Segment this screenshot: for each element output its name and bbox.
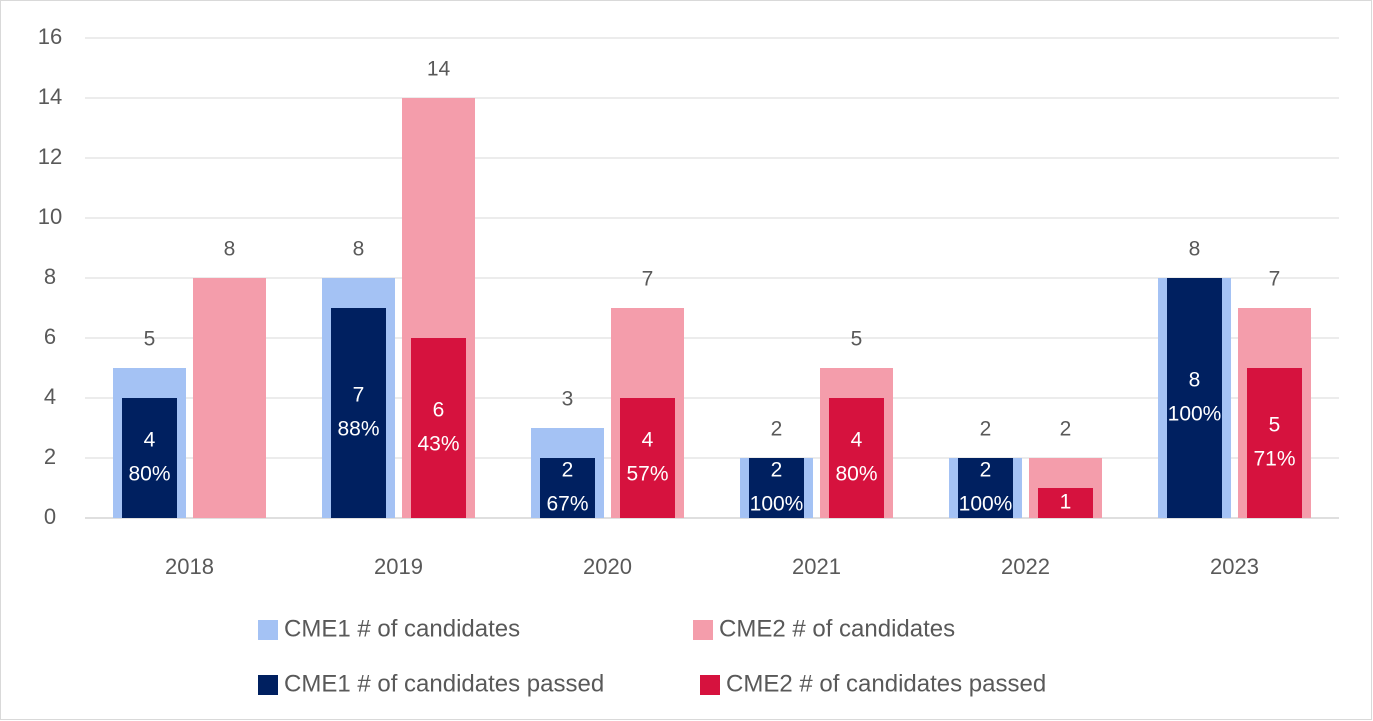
data-label: 8 [1189,369,1201,392]
y-tick-label: 0 [44,504,56,529]
x-tick-label: 2019 [374,554,423,579]
y-tick-label: 16 [38,24,62,49]
legend-label: CME1 # of candidates [284,615,520,642]
legend-swatch [693,620,713,640]
data-label: 4 [642,429,654,452]
data-label: 8 [224,238,236,261]
data-label: 2 [562,459,574,482]
x-tick-label: 2022 [1001,554,1050,579]
y-tick-label: 14 [38,84,62,109]
legend-swatch [258,620,278,640]
y-tick-label: 10 [38,204,62,229]
pass-rate-label: 100% [1168,403,1222,426]
y-tick-label: 12 [38,144,62,169]
legend-swatch [700,675,720,695]
bar [193,278,266,518]
bar [331,308,386,518]
x-tick-label: 2023 [1210,554,1259,579]
bar [749,458,804,518]
data-label: 5 [144,328,156,351]
y-tick-label: 8 [44,264,56,289]
data-label: 2 [980,418,992,441]
legend-swatch [258,675,278,695]
data-label: 7 [1269,268,1281,291]
data-label: 5 [851,328,863,351]
pass-rate-label: 71% [1253,448,1295,471]
x-tick-label: 2018 [165,554,214,579]
x-tick-label: 2020 [583,554,632,579]
data-label: 6 [433,399,445,422]
bar [1038,488,1093,518]
data-label: 8 [353,238,365,261]
pass-rate-label: 57% [626,463,668,486]
data-label: 4 [144,429,156,452]
bar [620,398,675,518]
bar [411,338,466,518]
bar [958,458,1013,518]
y-tick-label: 2 [44,444,56,469]
data-label: 3 [562,388,574,411]
data-label: 7 [642,268,654,291]
x-tick-label: 2021 [792,554,841,579]
pass-rate-label: 43% [417,433,459,456]
data-label: 7 [353,384,365,407]
legend-label: CME2 # of candidates [719,615,955,642]
bar [540,458,595,518]
bar [829,398,884,518]
bar [1167,278,1222,518]
legend-label: CME2 # of candidates passed [726,670,1046,697]
data-label: 2 [1060,418,1072,441]
data-label: 4 [851,429,863,452]
data-label: 2 [980,459,992,482]
pass-rate-label: 100% [959,493,1013,516]
legend-label: CME1 # of candidates passed [284,670,604,697]
data-label: 5 [1269,414,1281,437]
pass-rate-label: 80% [128,463,170,486]
data-label: 8 [1189,238,1201,261]
bar [1247,368,1302,518]
y-tick-label: 6 [44,324,56,349]
data-label: 2 [771,418,783,441]
pass-rate-label: 88% [337,418,379,441]
pass-rate-label: 67% [546,493,588,516]
y-tick-label: 4 [44,384,56,409]
bar [122,398,177,518]
data-label: 1 [1060,491,1072,514]
pass-rate-label: 100% [750,493,804,516]
data-label: 14 [427,58,451,81]
pass-rate-label: 80% [835,463,877,486]
data-label: 2 [771,459,783,482]
